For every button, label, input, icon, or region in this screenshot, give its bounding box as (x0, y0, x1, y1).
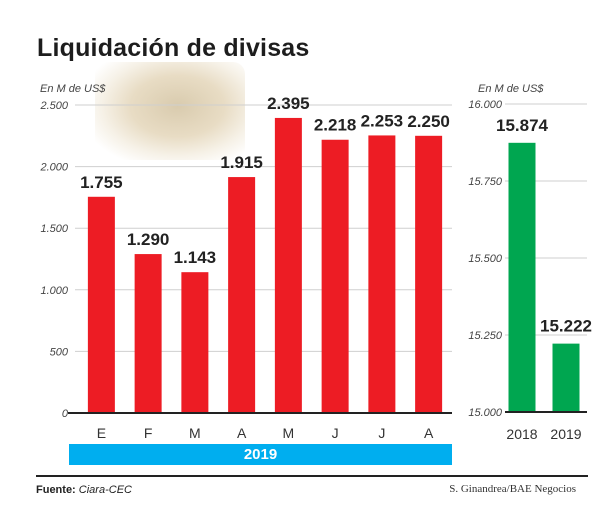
y-tick-label: 0 (62, 408, 69, 420)
y-tick-label: 1.500 (40, 223, 68, 235)
y-tick-label: 15.750 (468, 176, 503, 188)
right-unit-label: En M de US$ (478, 83, 544, 95)
bar-f-1 (134, 254, 162, 413)
bar-a-7 (415, 135, 443, 414)
source-value: Ciara-CEC (78, 484, 132, 496)
bar-m-2 (181, 272, 209, 413)
data-label: 2.395 (267, 94, 310, 113)
bar-a-3 (228, 177, 256, 413)
data-label: 2.253 (361, 111, 404, 130)
source-label: Fuente: (36, 484, 76, 496)
bar-m-4 (274, 117, 302, 413)
data-label: 1.143 (174, 248, 217, 267)
x-tick-label: J (332, 425, 339, 441)
footer-source: Fuente: Ciara-CEC (36, 484, 132, 496)
x-tick-label: J (378, 425, 385, 441)
data-label: 15.874 (496, 116, 549, 135)
x-tick-label: M (283, 425, 295, 441)
data-label: 15.222 (540, 317, 592, 336)
x-tick-label: E (97, 425, 106, 441)
bar-2018 (508, 142, 536, 413)
bar-e-0 (87, 196, 115, 413)
y-tick-label: 15.250 (468, 330, 503, 342)
bar-j-5 (321, 139, 349, 413)
data-label: 1.915 (220, 153, 263, 172)
y-tick-label: 16.000 (468, 99, 503, 111)
bar-j-6 (368, 135, 396, 413)
y-tick-label: 1.000 (40, 285, 68, 297)
footer-rule (36, 475, 588, 477)
footer-credit: S. Ginandrea/BAE Negocios (449, 483, 576, 495)
y-tick-label: 15.000 (468, 407, 503, 419)
y-tick-label: 500 (50, 346, 69, 358)
left-unit-label: En M de US$ (40, 83, 106, 95)
x-tick-label: A (424, 425, 434, 441)
x-tick-label: F (144, 425, 153, 441)
y-tick-label: 2.000 (39, 162, 68, 174)
data-label: 2.218 (314, 116, 357, 135)
chart-title: Liquidación de divisas (37, 34, 310, 62)
bar-2019 (552, 343, 580, 412)
y-tick-label: 15.500 (468, 253, 503, 265)
y-tick-label: 2.500 (39, 100, 68, 112)
data-label: 1.290 (127, 230, 170, 249)
year-band: 2019 (69, 444, 452, 465)
data-label: 2.250 (407, 112, 450, 131)
x-tick-label: A (237, 425, 247, 441)
harvester-photo (95, 62, 245, 160)
x-tick-label: 2018 (506, 426, 537, 442)
x-tick-label: 2019 (550, 426, 581, 442)
x-tick-label: M (189, 425, 201, 441)
data-label: 1.755 (80, 173, 123, 192)
